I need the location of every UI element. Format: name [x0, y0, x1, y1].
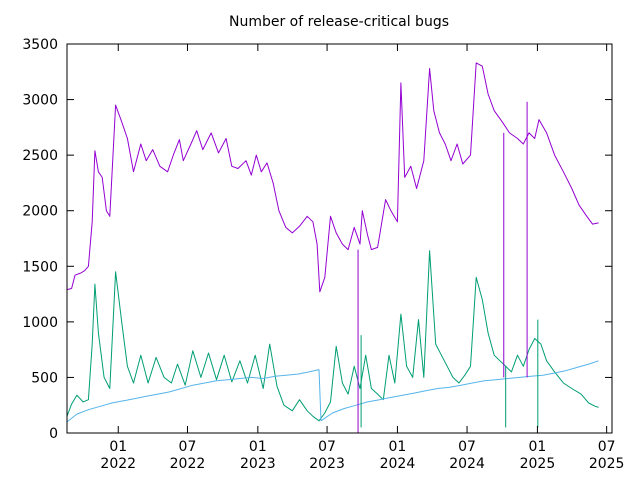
y-tick-label: 1000 — [22, 315, 58, 331]
y-tick-label: 500 — [31, 370, 58, 386]
x-tick-year-label: 2024 — [449, 456, 485, 472]
y-tick-label: 0 — [49, 426, 58, 442]
x-tick-month-label: 01 — [249, 439, 267, 455]
y-tick-label: 1500 — [22, 259, 58, 275]
series-line-0 — [66, 62, 599, 293]
x-tick-month-label: 01 — [529, 439, 547, 455]
x-tick-month-label: 07 — [179, 439, 197, 455]
axis-layer: 0500100015002000250030003500012022072022… — [22, 37, 624, 472]
chart-title: Number of release-critical bugs — [229, 14, 449, 30]
series-line-1 — [66, 250, 599, 422]
x-tick-year-label: 2025 — [520, 456, 556, 472]
y-tick-label: 3500 — [22, 37, 58, 53]
x-tick-month-label: 01 — [389, 439, 407, 455]
y-tick-label: 2500 — [22, 148, 58, 164]
x-tick-month-label: 07 — [318, 439, 336, 455]
x-tick-year-label: 2025 — [589, 456, 625, 472]
x-tick-year-label: 2022 — [100, 456, 136, 472]
x-tick-month-label: 01 — [109, 439, 127, 455]
series-layer — [66, 62, 599, 433]
x-tick-month-label: 07 — [598, 439, 616, 455]
x-tick-year-label: 2023 — [240, 456, 276, 472]
x-tick-year-label: 2022 — [170, 456, 206, 472]
x-tick-month-label: 07 — [458, 439, 476, 455]
plot-frame — [66, 43, 613, 434]
series-line-2 — [66, 360, 599, 423]
x-tick-year-label: 2023 — [309, 456, 345, 472]
y-tick-label: 2000 — [22, 204, 58, 220]
x-tick-year-label: 2024 — [380, 456, 416, 472]
y-tick-label: 3000 — [22, 93, 58, 109]
